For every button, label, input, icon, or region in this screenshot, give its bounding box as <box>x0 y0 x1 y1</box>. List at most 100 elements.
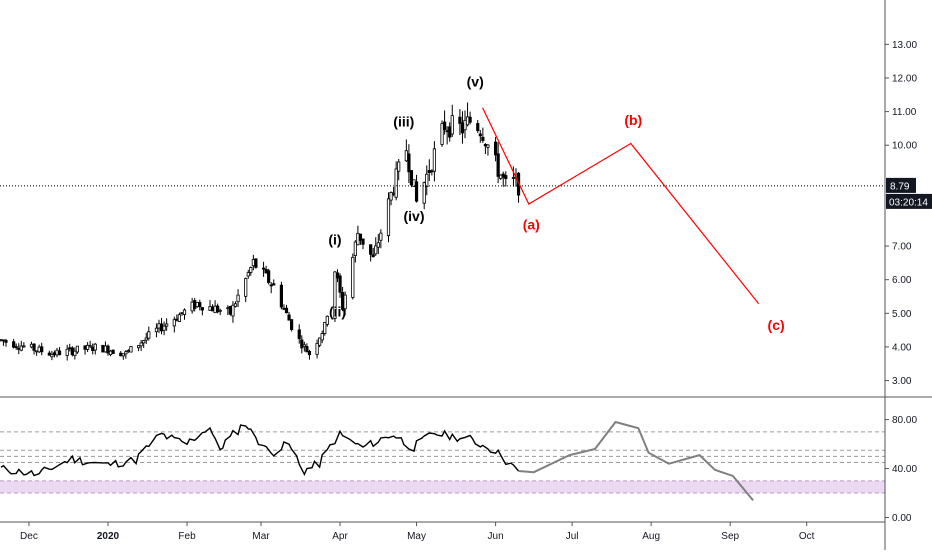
candle-body <box>57 350 62 356</box>
candle-body <box>261 267 266 270</box>
projection-point <box>757 302 759 304</box>
candle-body <box>17 347 21 350</box>
candle-body <box>460 122 465 134</box>
candle-body <box>47 352 51 356</box>
candle <box>119 351 123 357</box>
candle-body <box>425 173 429 187</box>
projection-point <box>630 142 632 145</box>
candle-body <box>213 305 217 314</box>
wave-label: (i) <box>328 231 341 247</box>
candle-body <box>126 350 130 352</box>
candle-body <box>119 352 123 357</box>
candle-body <box>409 170 414 186</box>
candle <box>297 324 301 344</box>
candle <box>154 323 159 338</box>
candle <box>193 298 197 312</box>
candle <box>236 289 240 307</box>
candle-body <box>75 345 79 353</box>
candle <box>198 299 202 311</box>
candle-body <box>483 144 488 147</box>
candle-body <box>210 306 215 312</box>
candle-body <box>175 318 179 321</box>
candle <box>427 159 431 182</box>
price-chart <box>0 102 885 361</box>
candle <box>218 308 222 316</box>
candle <box>111 349 115 354</box>
candle-body <box>361 238 365 245</box>
candle-body <box>37 346 41 353</box>
candle <box>391 186 396 197</box>
candle <box>325 315 329 327</box>
time-axis-tick-label: Sep <box>721 531 739 542</box>
candle <box>476 120 480 134</box>
candle-body <box>0 339 3 342</box>
candle-body <box>371 254 375 258</box>
candle <box>182 308 187 320</box>
candle <box>404 139 408 163</box>
candle <box>37 344 41 354</box>
candle-body <box>476 123 480 132</box>
candle <box>129 346 133 353</box>
candle <box>361 238 365 250</box>
candle <box>397 158 401 181</box>
candle <box>32 343 36 355</box>
oscillator-axis-tick-label: 40.00 <box>892 464 917 475</box>
candle <box>208 300 212 311</box>
candle-body <box>88 345 92 348</box>
candle <box>126 349 130 353</box>
candle-body <box>422 182 426 204</box>
candle <box>1 339 6 346</box>
candle-body <box>430 170 434 173</box>
candle <box>463 110 467 139</box>
candle-body <box>129 346 133 353</box>
candle <box>251 254 255 271</box>
price-axis-tick-label: 10.00 <box>892 141 917 152</box>
candle <box>147 326 151 341</box>
candle-body <box>216 305 220 313</box>
candle <box>68 343 72 352</box>
candle-body <box>318 337 322 346</box>
candle-body <box>282 307 286 310</box>
candle <box>121 353 125 360</box>
wave-label: (a) <box>523 216 540 232</box>
time-axis-tick-label: Jul <box>566 531 579 542</box>
candle <box>157 319 161 334</box>
price-axis-tick-label: 12.00 <box>892 73 917 84</box>
candle <box>458 109 462 136</box>
candle-body <box>481 136 485 141</box>
candle-body <box>287 314 291 321</box>
candle-body <box>159 323 164 332</box>
candle-body <box>323 322 327 334</box>
candle <box>465 102 470 127</box>
candle <box>460 111 465 144</box>
candle <box>14 343 18 350</box>
price-axis-tick-label: 5.00 <box>892 309 912 320</box>
candle-body <box>73 350 77 356</box>
candle <box>93 342 97 355</box>
candle-body <box>246 272 250 277</box>
candle <box>440 120 444 147</box>
candle-body <box>190 301 194 312</box>
wave-projection-line <box>482 107 759 304</box>
candle <box>165 318 169 331</box>
candle <box>335 269 340 283</box>
candle <box>483 143 488 154</box>
candle <box>442 110 447 135</box>
candle <box>200 307 204 316</box>
price-axis-tick-label: 4.00 <box>892 342 912 353</box>
candle-body <box>300 339 304 349</box>
candle-body <box>389 192 393 201</box>
candle <box>70 346 74 357</box>
candle <box>407 144 411 184</box>
candle-body <box>374 245 378 255</box>
candle <box>414 174 419 203</box>
candle <box>338 273 342 298</box>
candle-body <box>106 345 110 354</box>
candle-body <box>86 344 90 350</box>
candle-body <box>228 305 232 315</box>
candle <box>287 311 291 321</box>
candle <box>162 321 166 336</box>
candle-body <box>414 181 419 202</box>
